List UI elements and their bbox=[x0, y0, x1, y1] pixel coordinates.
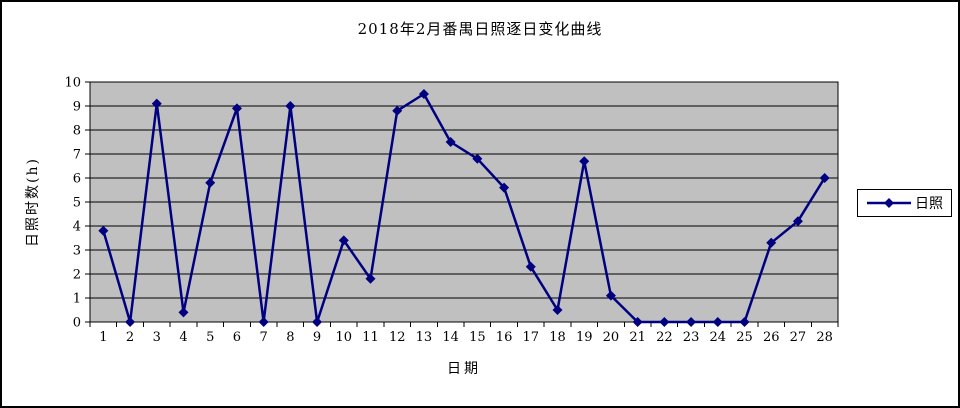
legend-label: 日照 bbox=[915, 196, 943, 212]
x-axis-title: 日期 bbox=[447, 361, 481, 377]
data-point bbox=[632, 317, 643, 327]
data-point bbox=[285, 101, 296, 111]
legend-line-marker-icon bbox=[867, 198, 911, 208]
data-point bbox=[766, 237, 777, 248]
x-tick-label: 12 bbox=[389, 330, 406, 345]
x-tick-label: 4 bbox=[179, 330, 187, 345]
data-point bbox=[418, 89, 429, 99]
y-axis-title: 日照时数(h) bbox=[25, 157, 41, 247]
y-tick-label: 6 bbox=[73, 172, 81, 187]
data-point bbox=[792, 216, 803, 227]
x-tick-label: 1 bbox=[99, 330, 107, 345]
series-line bbox=[102, 92, 826, 324]
y-tick-label: 9 bbox=[73, 100, 81, 115]
x-tick-label: 27 bbox=[790, 330, 807, 345]
x-tick-label: 2 bbox=[126, 330, 134, 345]
x-tick-label: 17 bbox=[523, 330, 540, 345]
data-point bbox=[258, 317, 269, 327]
data-point bbox=[525, 261, 536, 272]
chart-title: 2018年2月番禺日照逐日变化曲线 bbox=[357, 20, 603, 38]
y-tick-label: 7 bbox=[73, 148, 81, 163]
data-point bbox=[712, 317, 723, 327]
data-point bbox=[605, 290, 616, 301]
x-tick-label: 19 bbox=[576, 330, 593, 345]
x-tick-label: 22 bbox=[656, 330, 673, 345]
data-point bbox=[739, 317, 750, 327]
x-tick-label: 28 bbox=[816, 330, 833, 345]
data-point bbox=[579, 156, 590, 167]
x-tick-label: 15 bbox=[469, 330, 486, 345]
x-tick-label: 5 bbox=[206, 330, 214, 345]
data-point bbox=[392, 105, 403, 116]
x-tick-label: 18 bbox=[549, 330, 566, 345]
x-tick-label: 24 bbox=[710, 330, 727, 345]
x-tick-label: 23 bbox=[683, 330, 700, 345]
data-point bbox=[338, 235, 349, 246]
y-tick-label: 5 bbox=[73, 196, 81, 211]
y-tick-label: 4 bbox=[73, 220, 81, 235]
data-point bbox=[312, 317, 323, 327]
data-point bbox=[125, 317, 136, 327]
data-point bbox=[552, 305, 563, 315]
y-tick-label: 0 bbox=[73, 316, 81, 331]
x-tick-label: 3 bbox=[153, 330, 161, 345]
data-point bbox=[151, 98, 162, 109]
x-tick-label: 10 bbox=[336, 330, 353, 345]
data-point bbox=[231, 103, 242, 114]
x-tick-label: 7 bbox=[260, 330, 268, 345]
data-point bbox=[365, 273, 376, 284]
y-tick-label: 2 bbox=[73, 268, 81, 283]
x-tick-label: 8 bbox=[286, 330, 294, 345]
data-point bbox=[499, 182, 510, 193]
data-point bbox=[819, 173, 830, 183]
y-tick-label: 1 bbox=[73, 292, 81, 307]
data-point bbox=[472, 153, 483, 164]
data-point bbox=[445, 137, 456, 147]
x-tick-label: 16 bbox=[496, 330, 513, 345]
x-tick-label: 11 bbox=[362, 330, 379, 345]
data-point bbox=[686, 317, 697, 327]
x-tick-label: 21 bbox=[629, 330, 646, 345]
y-tick-label: 10 bbox=[64, 76, 81, 91]
legend: 日照 bbox=[857, 189, 952, 217]
data-point bbox=[205, 177, 216, 188]
legend-diamond-icon bbox=[884, 198, 894, 208]
x-tick-label: 26 bbox=[763, 330, 780, 345]
x-tick-label: 6 bbox=[233, 330, 241, 345]
data-point bbox=[98, 225, 109, 236]
data-point bbox=[178, 307, 189, 318]
y-tick-label: 8 bbox=[73, 124, 81, 139]
x-tick-label: 25 bbox=[736, 330, 753, 345]
y-tick-label: 3 bbox=[73, 244, 81, 259]
x-tick-label: 20 bbox=[603, 330, 620, 345]
x-tick-label: 14 bbox=[442, 330, 459, 345]
x-tick-label: 13 bbox=[416, 330, 433, 345]
x-tick-label: 9 bbox=[313, 330, 321, 345]
data-point bbox=[659, 317, 670, 327]
